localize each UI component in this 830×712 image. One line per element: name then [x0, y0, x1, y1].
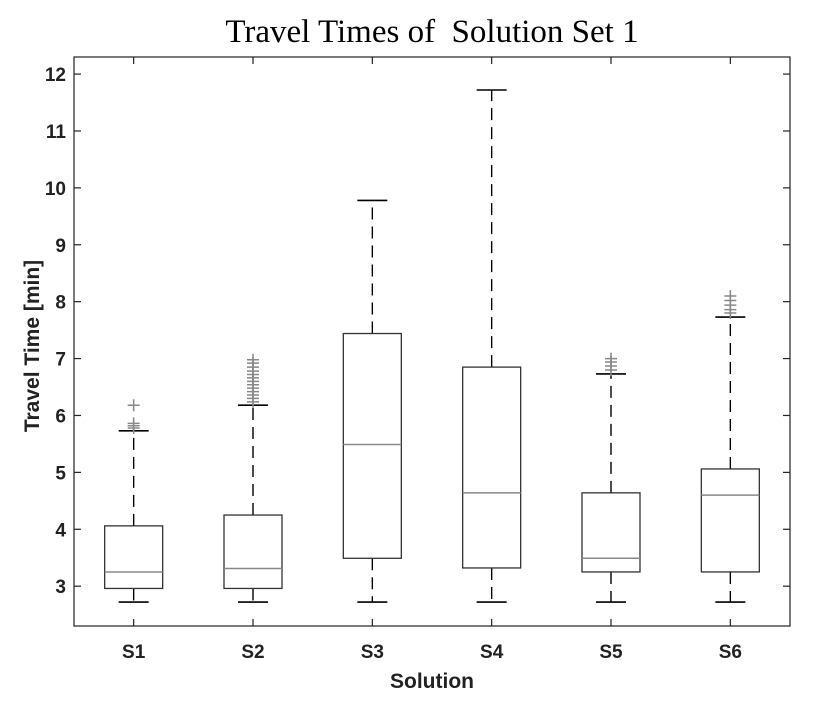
box [104, 525, 164, 590]
x-tick-label: S5 [599, 642, 623, 663]
box [223, 514, 283, 590]
x-tick-label: S4 [480, 642, 504, 663]
y-tick-label: 11 [46, 122, 67, 143]
y-tick-label: 5 [55, 463, 66, 484]
box [342, 332, 402, 559]
outlier-marker [605, 352, 617, 365]
y-tick-label: 9 [55, 236, 66, 257]
x-tick-label: S6 [719, 642, 742, 663]
x-tick-label: S3 [361, 642, 384, 663]
y-tick-label: 8 [55, 293, 66, 314]
x-tick-label: S2 [241, 642, 264, 663]
outlier-marker [247, 353, 259, 366]
y-tick-label: 4 [55, 520, 66, 541]
y-tick-label: 10 [45, 179, 66, 200]
box [581, 492, 641, 573]
chart-title: Travel Times of Solution Set 1 [225, 14, 639, 50]
outlier-marker [724, 289, 737, 302]
x-tick-label: S1 [122, 642, 146, 663]
box [462, 366, 522, 569]
y-tick-label: 12 [45, 65, 66, 86]
y-tick-label: 3 [55, 577, 66, 598]
outlier-marker [127, 399, 140, 412]
plot-frame [73, 56, 791, 627]
outlier-marker [127, 417, 140, 430]
y-tick-label: 6 [55, 406, 66, 427]
box [700, 468, 760, 573]
x-axis-label: Solution [390, 670, 474, 693]
y-tick-label: 7 [55, 350, 66, 371]
